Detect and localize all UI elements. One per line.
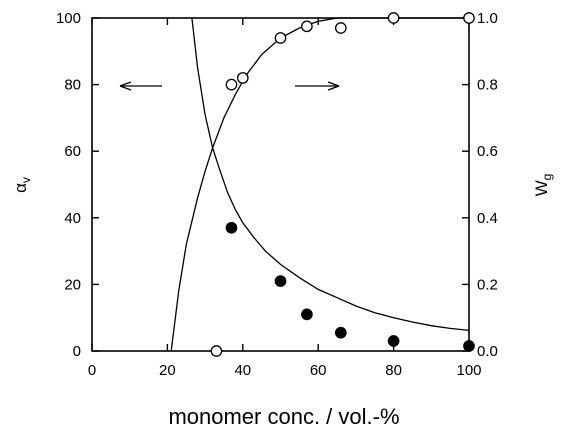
left-arrow-head: [119, 81, 132, 91]
y-right-tick-label: 1.0: [477, 10, 498, 27]
x-tick-label: 60: [310, 362, 327, 379]
filled-point: [274, 275, 287, 287]
y-axis-left-title: αv: [11, 177, 33, 193]
filled-point: [387, 335, 400, 347]
open-point: [274, 32, 287, 44]
open-point: [225, 78, 238, 91]
x-tick-label: 40: [234, 362, 251, 379]
x-tick-label: 100: [456, 362, 481, 379]
alpha-fit-curve: [191, 17, 470, 332]
y-left-tick-label: 80: [64, 77, 81, 94]
right-arrow-head: [327, 81, 340, 91]
axis-arrows: [119, 81, 340, 91]
x-tick-label: 80: [385, 362, 402, 379]
filled-point: [463, 340, 475, 352]
y-right-tick-label: 0.2: [477, 276, 498, 293]
open-point: [387, 12, 400, 24]
y-right-tick-label: 0.8: [477, 77, 498, 94]
plot-frame: [91, 17, 470, 352]
x-axis-title: monomer conc. / vol.-%: [168, 404, 399, 429]
filled-point: [334, 326, 347, 339]
open-point: [334, 22, 347, 34]
filled-point: [301, 308, 313, 321]
axis-title-text: Wg: [532, 174, 554, 197]
data-markers: [210, 12, 475, 357]
plot-border: [91, 17, 470, 352]
y-right-tick-label: 0.0: [477, 343, 498, 360]
ticks: 0 20 40 60 80 100 0 20 40 60 80 100 0.0 0.2 0.4 0.6 0.8 1…: [56, 10, 498, 379]
open-point: [301, 20, 313, 33]
open-point: [236, 72, 249, 84]
open-point: [463, 12, 475, 24]
y-left-tick-label: 0: [73, 343, 81, 360]
y-left-tick-label: 100: [56, 10, 81, 27]
x-tick-label: 20: [159, 362, 176, 379]
axis-title-text: αv: [11, 177, 33, 193]
filled-point: [225, 221, 238, 234]
w-fit-curve: [170, 17, 469, 352]
y-axis-right-title: Wg: [532, 174, 554, 197]
open-point: [210, 345, 223, 357]
fit-curves: [170, 17, 470, 352]
y-left-tick-label: 20: [64, 276, 81, 293]
y-left-tick-label: 60: [64, 143, 81, 160]
y-right-tick-label: 0.4: [477, 210, 498, 227]
y-right-tick-label: 0.6: [477, 143, 498, 160]
y-left-tick-label: 40: [64, 210, 81, 227]
x-tick-label: 0: [88, 362, 96, 379]
